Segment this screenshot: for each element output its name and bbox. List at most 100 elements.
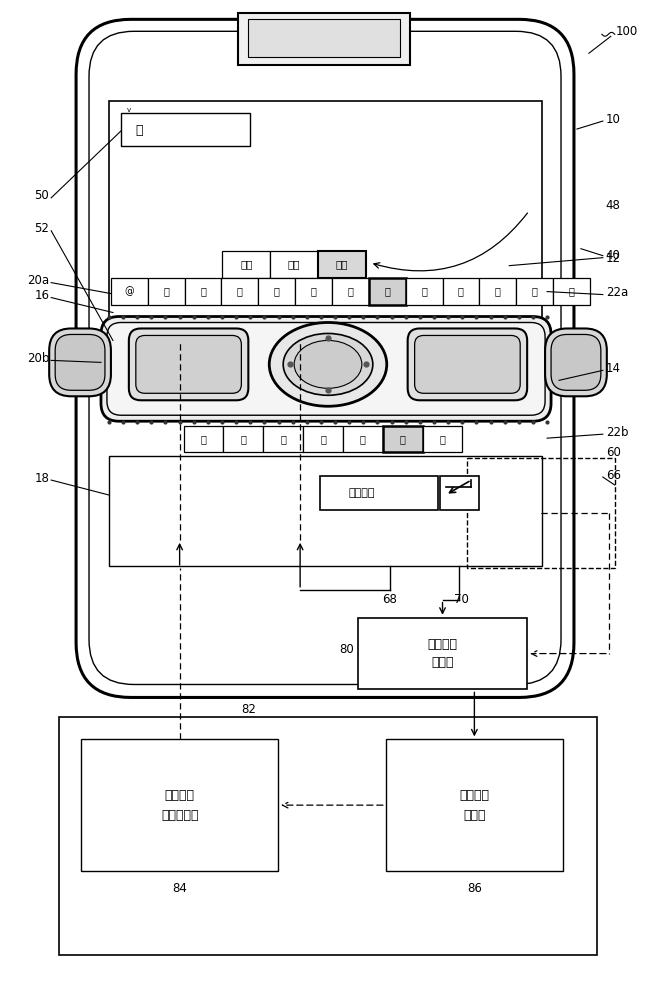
Ellipse shape — [283, 333, 373, 395]
Text: 16: 16 — [34, 289, 49, 302]
FancyBboxPatch shape — [129, 328, 248, 400]
Text: ほ: ほ — [280, 434, 286, 444]
Text: か: か — [532, 286, 538, 296]
Text: 控制部: 控制部 — [463, 809, 486, 822]
Bar — [517, 278, 553, 305]
FancyBboxPatch shape — [49, 328, 111, 396]
Text: 70: 70 — [454, 593, 469, 606]
FancyBboxPatch shape — [408, 328, 527, 400]
Bar — [318, 251, 366, 278]
Text: 字符输入: 字符输入 — [459, 789, 490, 802]
Bar — [109, 456, 542, 566]
Text: 选择位置: 选择位置 — [428, 638, 457, 651]
Text: ふ: ふ — [360, 434, 366, 444]
Text: や: や — [311, 286, 316, 296]
Bar — [383, 426, 422, 452]
Bar — [303, 426, 343, 452]
Text: 40: 40 — [606, 249, 620, 262]
Text: 20b: 20b — [27, 352, 49, 365]
Ellipse shape — [294, 340, 362, 388]
Text: 字符图标: 字符图标 — [164, 789, 195, 802]
Text: 80: 80 — [339, 643, 354, 656]
Bar — [422, 426, 463, 452]
Text: 濁: 濁 — [240, 434, 246, 444]
FancyBboxPatch shape — [55, 334, 105, 390]
FancyBboxPatch shape — [136, 335, 241, 393]
Text: ひ: ひ — [400, 434, 405, 444]
Bar — [111, 278, 148, 305]
Text: 检测部: 检测部 — [431, 656, 454, 669]
Text: た: た — [458, 286, 464, 296]
FancyBboxPatch shape — [76, 19, 574, 697]
Text: ひ: ひ — [135, 124, 143, 137]
Text: 22a: 22a — [606, 286, 628, 299]
Text: ま: ま — [347, 286, 353, 296]
Text: かな: かな — [240, 259, 253, 269]
Text: 48: 48 — [606, 199, 620, 212]
Text: 50: 50 — [34, 189, 49, 202]
Text: は: は — [384, 286, 390, 296]
Text: @: @ — [124, 286, 134, 296]
Bar — [121, 113, 250, 146]
Text: 显示控制部: 显示控制部 — [161, 809, 198, 822]
Text: さ: さ — [495, 286, 501, 296]
Bar — [270, 251, 318, 278]
Text: 英字: 英字 — [336, 259, 348, 269]
Text: 86: 86 — [467, 882, 482, 895]
Text: 52: 52 — [34, 222, 49, 235]
Bar — [222, 251, 270, 278]
Bar — [248, 19, 399, 57]
Text: ん: ん — [200, 286, 206, 296]
Text: 68: 68 — [382, 593, 397, 606]
Text: 20a: 20a — [27, 274, 49, 287]
Bar — [109, 101, 542, 338]
Text: 10: 10 — [606, 113, 620, 126]
Bar — [343, 426, 383, 452]
Bar — [406, 278, 443, 305]
FancyBboxPatch shape — [89, 31, 561, 684]
Text: 84: 84 — [172, 882, 187, 895]
Bar — [222, 278, 259, 305]
Text: 数: 数 — [163, 286, 169, 296]
Text: 100: 100 — [616, 25, 638, 38]
Bar — [184, 426, 224, 452]
Text: 14: 14 — [606, 362, 621, 375]
Text: は: は — [440, 434, 445, 444]
Bar — [224, 426, 263, 452]
Ellipse shape — [269, 322, 387, 406]
Text: ら: ら — [274, 286, 280, 296]
Text: わ: わ — [237, 286, 243, 296]
Text: カナ: カナ — [288, 259, 301, 269]
FancyBboxPatch shape — [545, 328, 607, 396]
Bar — [263, 426, 303, 452]
Bar — [369, 278, 406, 305]
Text: 12: 12 — [606, 252, 621, 265]
Bar — [238, 13, 410, 65]
Text: へ: へ — [320, 434, 326, 444]
Text: 82: 82 — [241, 703, 256, 716]
Text: 22b: 22b — [606, 426, 628, 439]
Bar — [59, 717, 597, 955]
Text: 半: 半 — [201, 434, 207, 444]
Text: 66: 66 — [606, 469, 621, 482]
Bar — [81, 739, 278, 871]
FancyBboxPatch shape — [101, 317, 551, 421]
Bar — [185, 278, 222, 305]
Text: 18: 18 — [34, 472, 49, 485]
Bar — [467, 458, 615, 568]
Bar — [440, 476, 480, 510]
FancyBboxPatch shape — [415, 335, 520, 393]
Bar — [443, 278, 480, 305]
Bar — [332, 278, 369, 305]
Bar — [295, 278, 332, 305]
Text: あ: あ — [569, 286, 574, 296]
Text: 字符输入: 字符输入 — [349, 488, 375, 498]
Bar — [553, 278, 590, 305]
Text: v: v — [127, 107, 131, 113]
Bar — [148, 278, 185, 305]
Text: 60: 60 — [606, 446, 620, 459]
Bar — [320, 476, 438, 510]
Bar — [386, 739, 563, 871]
FancyBboxPatch shape — [107, 322, 545, 415]
Text: な: な — [421, 286, 427, 296]
